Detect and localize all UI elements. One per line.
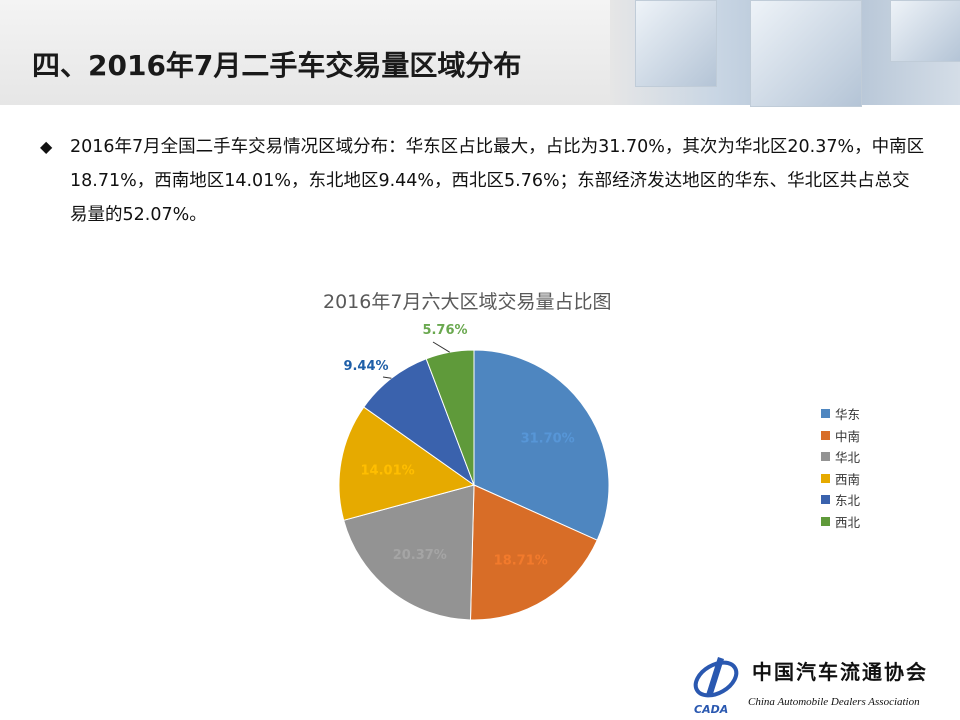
- data-label: 9.44%: [343, 359, 388, 374]
- pie-slice-中南: [469, 484, 598, 621]
- chart-title: 2016年7月六大区域交易量占比图: [323, 291, 612, 313]
- legend-swatch: [821, 430, 830, 440]
- summary-text: 2016年7月全国二手车交易情况区域分布：华东区占比最大，占比为31.70%，其…: [70, 137, 925, 225]
- data-label: 18.71%: [494, 553, 548, 568]
- summary-bullet: ◆ 2016年7月全国二手车交易情况区域分布：华东区占比最大，占比为31.70%…: [40, 130, 925, 232]
- cada-emblem-icon: CADA: [693, 657, 739, 716]
- leader-line: [432, 341, 450, 353]
- logo-chinese-name: 中国汽车流通协会: [752, 660, 928, 684]
- legend-item: 西南: [821, 468, 860, 490]
- cada-logo: CADA 中国汽车流通协会 China Automobile Dealers A…: [690, 655, 960, 717]
- data-label: 5.76%: [422, 323, 467, 338]
- svg-text:CADA: CADA: [694, 703, 728, 716]
- legend-label: 西南: [835, 471, 861, 487]
- data-label: 20.37%: [393, 548, 447, 563]
- legend-swatch: [821, 409, 830, 419]
- legend-item: 东北: [821, 489, 860, 511]
- legend-item: 华东: [821, 403, 860, 425]
- legend-swatch: [821, 452, 830, 462]
- header-band: 四、2016年7月二手车交易量区域分布: [0, 0, 960, 107]
- page-title: 四、2016年7月二手车交易量区域分布: [32, 49, 522, 82]
- data-label: 31.70%: [521, 431, 575, 446]
- pie-slice-华东: [473, 349, 610, 541]
- legend-label: 东北: [835, 493, 861, 509]
- logo-english-name: China Automobile Dealers Association: [748, 696, 920, 708]
- legend-item: 华北: [821, 446, 860, 468]
- diamond-bullet-icon: ◆: [40, 137, 53, 156]
- pie-slice-华北: [343, 484, 475, 621]
- legend-item: 西北: [821, 511, 860, 533]
- legend-label: 中南: [835, 428, 861, 444]
- pie-slice-西南: [338, 406, 476, 521]
- pie-slice-西北: [425, 349, 475, 486]
- legend-item: 中南: [821, 425, 860, 447]
- legend-swatch: [821, 516, 830, 526]
- header-image: [610, 0, 960, 107]
- legend-label: 西北: [835, 514, 861, 530]
- data-label: 14.01%: [361, 464, 415, 479]
- chart-legend: 华东中南华北西南东北西北: [821, 403, 860, 532]
- legend-label: 华北: [835, 450, 861, 466]
- legend-label: 华东: [835, 407, 861, 423]
- legend-swatch: [821, 473, 830, 483]
- leader-line: [382, 376, 392, 379]
- chart-title-wrap: 2016年7月六大区域交易量占比图: [0, 287, 960, 313]
- legend-swatch: [821, 495, 830, 505]
- pie-slice-东北: [363, 358, 476, 487]
